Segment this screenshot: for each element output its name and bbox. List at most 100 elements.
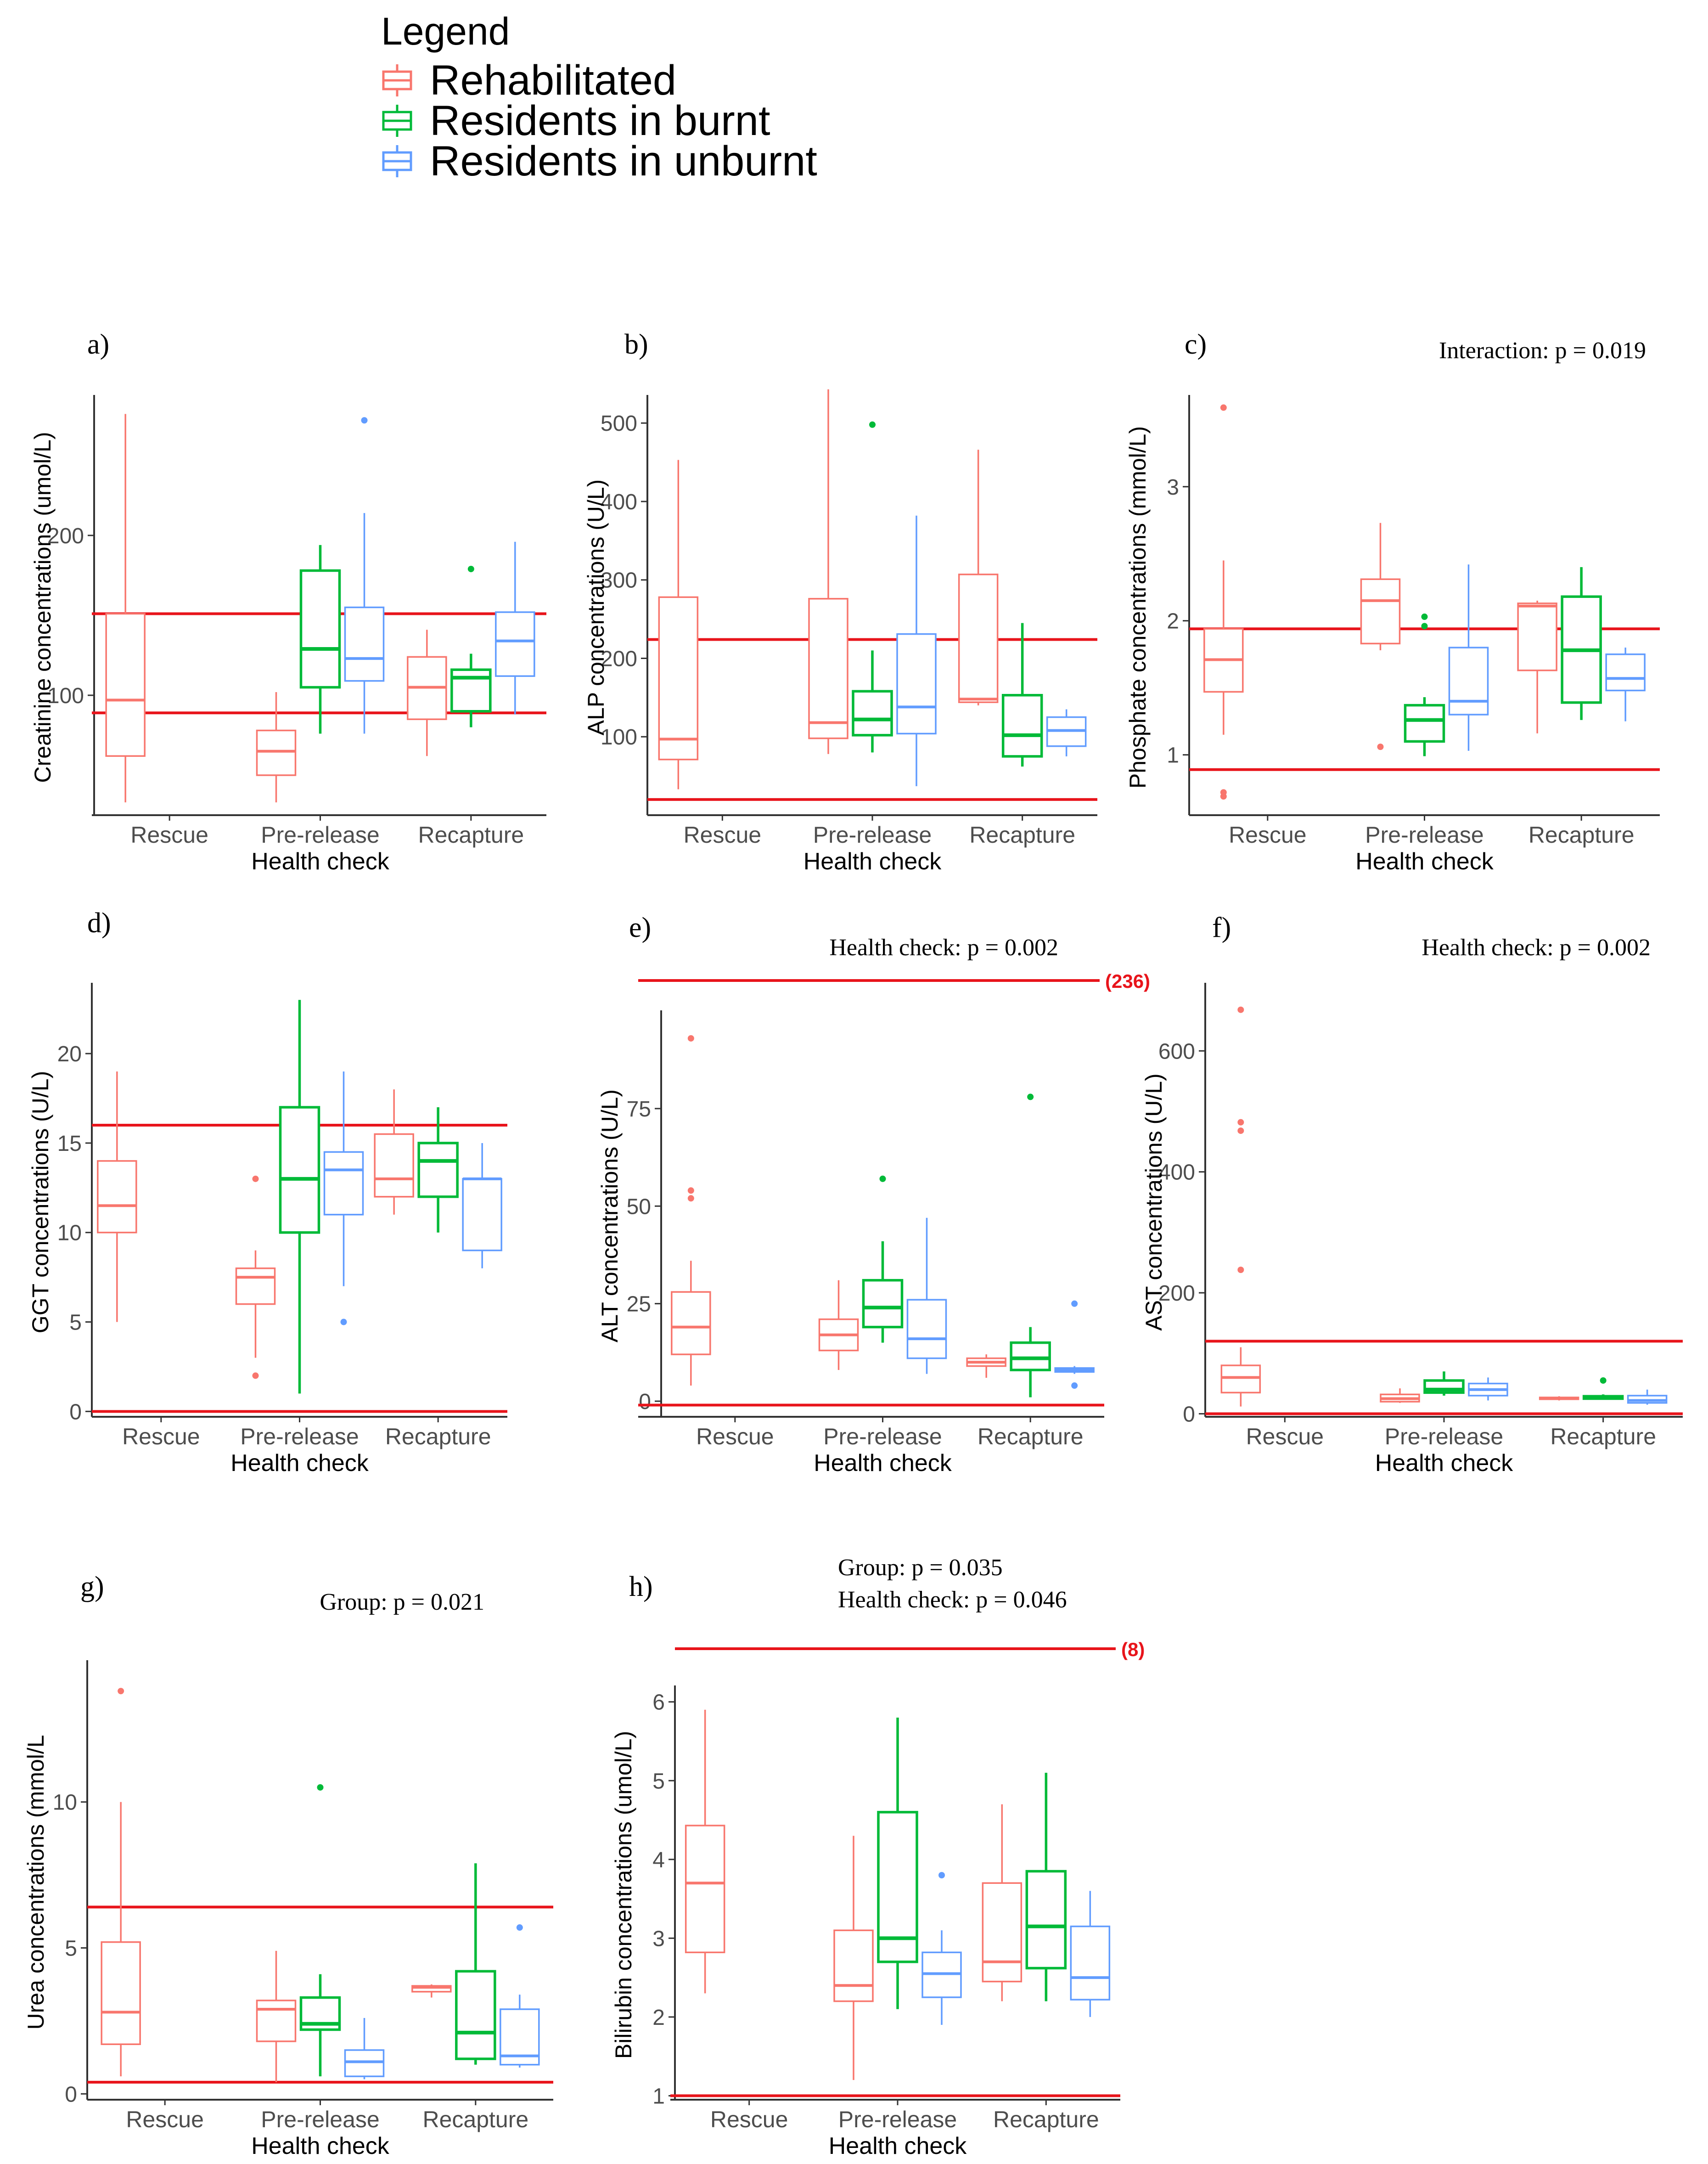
y-tick-label: 600	[1158, 1039, 1195, 1064]
box-iqr	[671, 1291, 711, 1355]
box-iqr	[299, 569, 341, 689]
panel-label: g)	[80, 1571, 104, 1602]
outlier-point	[361, 417, 368, 424]
outlier-point	[252, 1175, 259, 1182]
y-tick-label: 4	[652, 1848, 665, 1872]
box-rehabilitated-pre-release	[256, 1950, 297, 2082]
x-tick-label: Recapture	[1528, 822, 1635, 848]
box-residents-in-unburnt-pre-release	[323, 1071, 364, 1325]
box-rehabilitated-recapture	[374, 1089, 414, 1215]
box-iqr	[1448, 647, 1489, 716]
legend-key-residents-burnt	[382, 105, 412, 137]
panel-e: 0 25 50 75 Rescue Pre-release Recapture Health …	[597, 912, 1150, 1476]
x-tick-label: Recapture	[978, 1424, 1084, 1449]
x-axis-title: Health check	[1375, 1450, 1514, 1476]
y-tick-label: 0	[65, 2082, 77, 2107]
y-tick-label: 300	[601, 569, 637, 593]
y-tick-label: 20	[57, 1042, 82, 1066]
y-tick-label: 0	[69, 1400, 82, 1424]
box-residents-in-unburnt-pre-release	[896, 515, 937, 786]
box-iqr	[462, 1178, 502, 1251]
box-iqr	[658, 596, 699, 761]
y-tick-label: 15	[57, 1132, 82, 1156]
outlier-point	[1237, 1006, 1244, 1013]
legend-label: Residents in burnt	[430, 97, 770, 144]
offscale-line-label: (236)	[1105, 970, 1150, 992]
box-rehabilitated-rescue	[105, 414, 146, 803]
box-iqr	[101, 1941, 141, 2045]
y-tick-label: 10	[53, 1791, 77, 1815]
panel-b: 100 200 300 400 500 Rescue Pre-release Recaptur…	[583, 329, 1097, 875]
outlier-point	[118, 1688, 124, 1695]
x-tick-label: Recapture	[969, 822, 1075, 848]
outlier-point	[869, 421, 876, 428]
box-rehabilitated-pre-release	[833, 1836, 874, 2080]
y-tick-label: 400	[1158, 1161, 1195, 1185]
x-tick-label: Pre-release	[261, 2107, 379, 2132]
y-tick-label: 500	[601, 411, 637, 436]
panel-label: h)	[629, 1571, 653, 1602]
outlier-point	[879, 1175, 886, 1182]
outlier-point	[687, 1035, 694, 1042]
box-iqr	[455, 1970, 496, 2060]
box-residents-in-burnt-pre-release	[877, 1718, 918, 2009]
box-residents-in-burnt-pre-release	[862, 1175, 904, 1343]
y-tick-label: 6	[652, 1691, 665, 1715]
legend-label: Residents in unburnt	[430, 137, 817, 185]
outlier-point	[467, 565, 474, 572]
box-rehabilitated-recapture	[966, 1354, 1006, 1378]
box-residents-in-burnt-pre-release	[852, 421, 893, 753]
outlier-point	[938, 1872, 945, 1879]
x-tick-label: Rescue	[122, 1424, 200, 1449]
legend-item-residents-burnt: Residents in burnt	[381, 97, 817, 144]
outlier-point	[1237, 1119, 1244, 1126]
x-tick-label: Rescue	[1229, 822, 1307, 848]
outlier-point	[1220, 793, 1227, 800]
box-iqr	[1605, 653, 1646, 692]
y-tick-label: 200	[601, 647, 637, 671]
y-tick-label: 2	[652, 2006, 665, 2030]
x-axis-title: Health check	[803, 848, 942, 875]
x-tick-label: Pre-release	[813, 822, 932, 848]
panel-f: 0 200 400 600 Rescue Pre-release Recapture Heal…	[1141, 912, 1683, 1476]
y-tick-label: 0	[639, 1390, 651, 1414]
x-tick-label: Pre-release	[823, 1424, 942, 1449]
box-rehabilitated-rescue	[685, 1709, 725, 1994]
y-tick-label: 5	[652, 1769, 665, 1793]
box-iqr	[256, 2000, 297, 2042]
box-iqr	[235, 1267, 276, 1305]
box-residents-in-unburnt-recapture	[1070, 1891, 1111, 2017]
y-tick-label: 2	[1167, 609, 1179, 634]
box-iqr	[1404, 704, 1445, 743]
box-iqr	[685, 1825, 725, 1953]
panel-label: f)	[1212, 912, 1231, 943]
x-axis-title: Health check	[814, 1450, 952, 1476]
outlier-point	[1071, 1382, 1078, 1389]
outlier-point	[1421, 613, 1428, 620]
box-rehabilitated-recapture	[958, 450, 999, 705]
box-residents-in-unburnt-pre-release	[1448, 564, 1489, 751]
y-tick-label: 3	[652, 1927, 665, 1951]
x-axis-title: Health check	[1355, 848, 1494, 875]
panel-c: 1 2 3 Rescue Pre-release Recapture Health chec…	[1125, 329, 1660, 875]
y-tick-label: 5	[65, 1937, 77, 1961]
legend-item-rehabilitated: Rehabilitated	[381, 57, 817, 104]
box-rehabilitated-recapture	[411, 1984, 452, 1998]
panel-a: 100 200 Rescue Pre-release Recapture Health c…	[30, 329, 546, 875]
y-tick-label: 1	[652, 2084, 665, 2108]
p-value-annotation: Health check: p = 0.002	[1421, 935, 1651, 961]
panel-label: d)	[87, 907, 111, 939]
box-iqr	[256, 729, 297, 776]
box-iqr	[1360, 578, 1401, 645]
y-tick-label: 200	[47, 524, 84, 548]
x-tick-label: Pre-release	[240, 1424, 359, 1449]
box-iqr	[958, 574, 999, 703]
y-axis-title: Urea concentrations (mmol/L	[23, 1735, 49, 2030]
box-residents-in-unburnt-recapture	[495, 541, 535, 715]
box-iqr	[982, 1882, 1023, 1983]
box-residents-in-unburnt-recapture	[1605, 648, 1646, 721]
box-rehabilitated-rescue	[671, 1035, 711, 1386]
box-rehabilitated-rescue	[97, 1071, 137, 1322]
x-tick-label: Recapture	[993, 2107, 1099, 2132]
